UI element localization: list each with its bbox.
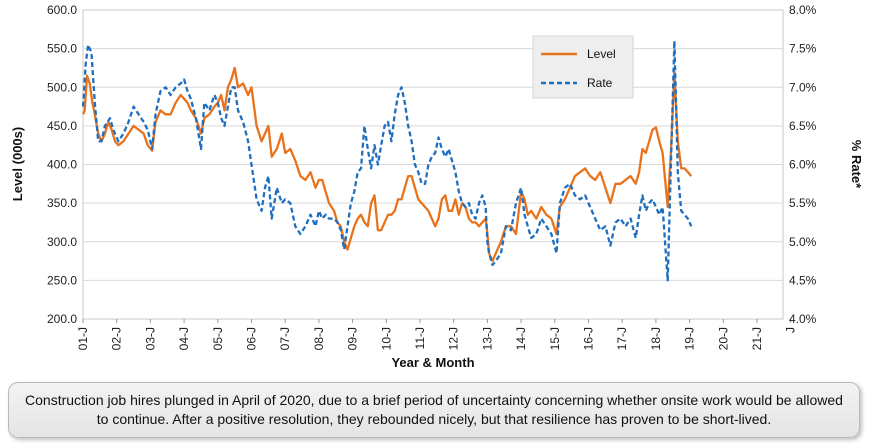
x-tick-label: 12-J	[447, 327, 461, 350]
series-lines	[81, 39, 693, 282]
x-tick-label: 05-J	[211, 327, 225, 350]
gridlines	[82, 48, 792, 323]
y-left-tick-label: 600.0	[47, 3, 77, 17]
y-left-tick-label: 250.0	[47, 273, 77, 287]
y-left-tick-label: 450.0	[47, 119, 77, 133]
x-tick-label: 04-J	[177, 327, 191, 350]
tick-labels: 200.0 250.0 300.0 350.0 400.0 450.0 500.0 550.0…	[47, 3, 817, 350]
chart: 200.0 250.0 300.0 350.0 400.0 450.0 500.0 550.0…	[10, 3, 864, 370]
y-right-tick-label: 5.5%	[789, 196, 817, 210]
legend-level-label: Level	[587, 47, 616, 61]
x-tick-label: J	[784, 327, 798, 333]
y-right-tick-label: 7.5%	[789, 42, 817, 56]
y-left-tick-label: 500.0	[47, 80, 77, 94]
x-tick-label: 02-J	[110, 327, 124, 350]
caption-text: Construction job hires plunged in April …	[25, 392, 843, 427]
x-tick-label: 17-J	[615, 327, 629, 350]
x-tick-label: 20-J	[716, 327, 730, 350]
y-right-tick-label: 7.0%	[789, 80, 817, 94]
x-tick-label: 15-J	[548, 327, 562, 350]
legend-rate-label: Rate	[587, 76, 613, 90]
x-tick-label: 10-J	[379, 327, 393, 350]
x-tick-label: 09-J	[346, 327, 360, 350]
y-right-tick-label: 8.0%	[789, 3, 817, 17]
x-tick-label: 08-J	[312, 327, 326, 350]
y-right-tick-label: 4.0%	[789, 312, 817, 326]
y-axis-right-title: % Rate*	[849, 140, 864, 189]
y-right-tick-label: 6.0%	[789, 158, 817, 172]
legend-box	[532, 35, 634, 99]
x-tick-label: 03-J	[143, 327, 157, 350]
x-tick-label: 21-J	[750, 327, 764, 350]
y-right-tick-label: 4.5%	[789, 273, 817, 287]
series-line-rate	[81, 39, 693, 282]
x-tick-label: 19-J	[683, 327, 697, 350]
x-tick-label: 16-J	[582, 327, 596, 350]
y-left-tick-label: 200.0	[47, 312, 77, 326]
series-line-level	[81, 66, 693, 263]
y-right-tick-label: 6.5%	[789, 119, 817, 133]
x-tick-label: 13-J	[480, 327, 494, 350]
x-tick-label: 18-J	[649, 327, 663, 350]
legend: Level Rate	[532, 35, 634, 99]
x-tick-label: 01-J	[76, 327, 90, 350]
y-left-tick-label: 350.0	[47, 196, 77, 210]
y-axis-left-title: Level (000s)	[10, 127, 25, 201]
x-tick-label: 14-J	[514, 327, 528, 350]
y-right-tick-label: 5.0%	[789, 235, 817, 249]
x-axis-title: Year & Month	[391, 355, 474, 370]
x-tick-label: 07-J	[278, 327, 292, 350]
caption-box: Construction job hires plunged in April …	[8, 382, 860, 438]
x-tick-label: 11-J	[413, 327, 427, 349]
y-left-tick-label: 300.0	[47, 235, 77, 249]
x-tick-label: 06-J	[245, 327, 259, 350]
y-left-tick-label: 400.0	[47, 158, 77, 172]
y-left-tick-label: 550.0	[47, 42, 77, 56]
